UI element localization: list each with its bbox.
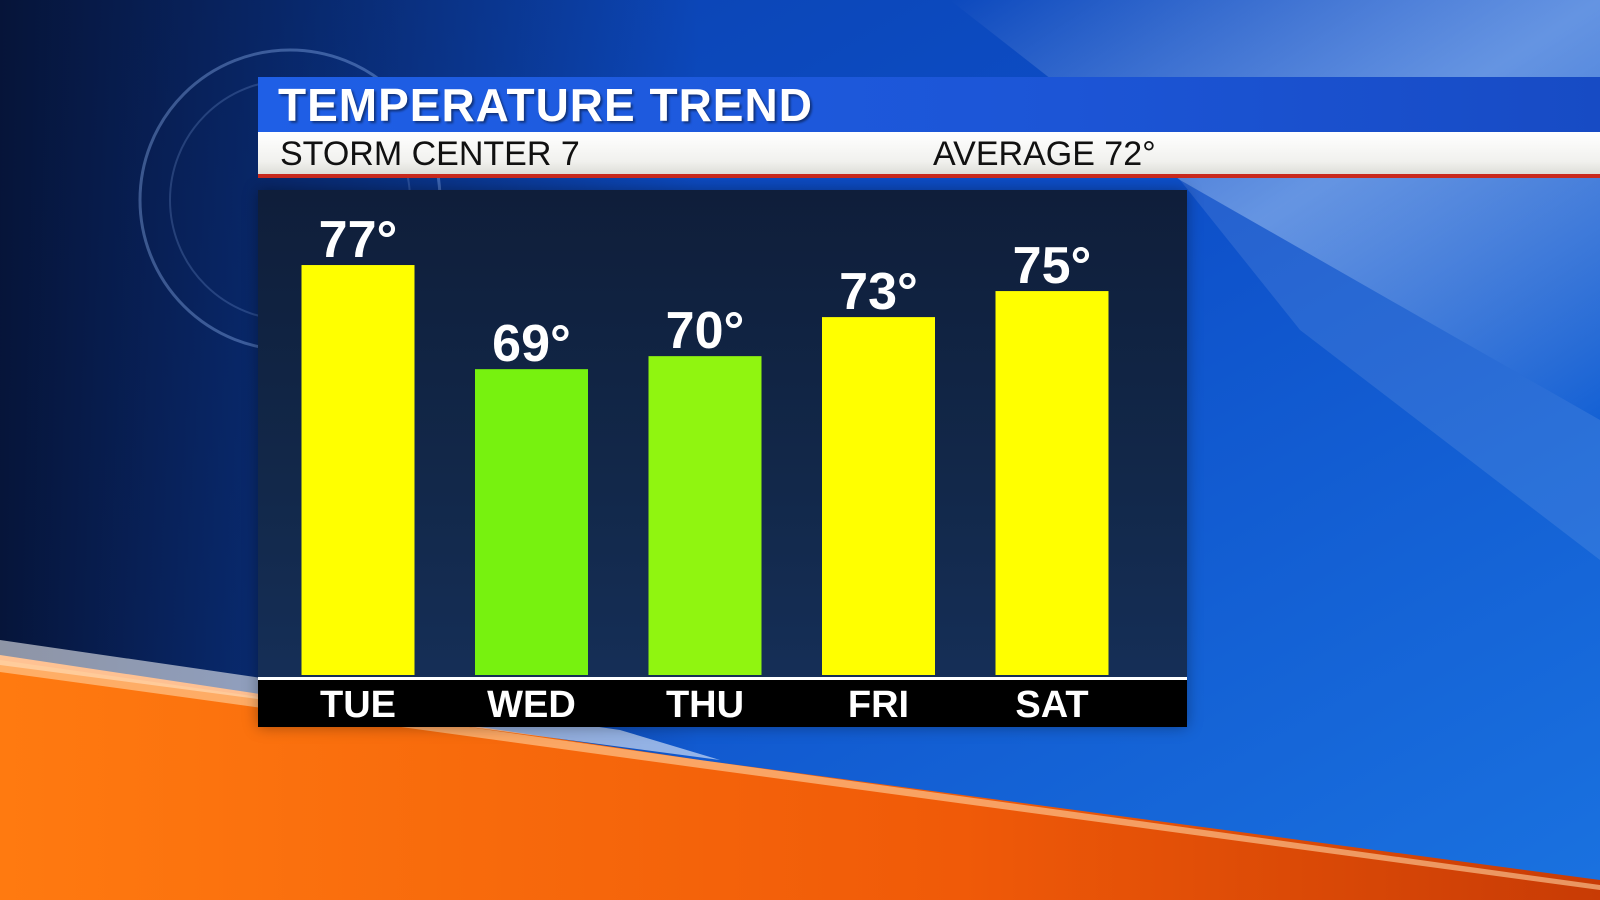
day-label-wed: WED: [487, 684, 576, 726]
chart-title: TEMPERATURE TREND: [278, 79, 813, 131]
day-label-fri: FRI: [848, 684, 909, 726]
bar-wed: [475, 369, 588, 675]
value-label-sat: 75°: [1013, 237, 1092, 295]
day-label-sat: SAT: [1015, 684, 1088, 726]
value-label-fri: 73°: [839, 263, 918, 321]
day-strip: [258, 680, 1187, 727]
chart-panel: 77° TUE 69° WED 70° THU 73° FRI 75° SAT: [258, 190, 1187, 727]
day-label-thu: THU: [666, 684, 744, 726]
baseline: [258, 677, 1187, 680]
day-label-tue: TUE: [320, 684, 396, 726]
average-temperature: AVERAGE 72°: [933, 135, 1156, 173]
bar-thu: [648, 356, 762, 675]
station-name: STORM CENTER 7: [280, 135, 580, 173]
bar-sat: [995, 291, 1109, 675]
value-label-tue: 77°: [319, 211, 398, 269]
title-bar: TEMPERATURE TREND: [258, 77, 1600, 132]
subtitle-bar: STORM CENTER 7 AVERAGE 72°: [258, 132, 1600, 178]
value-label-thu: 70°: [666, 302, 745, 360]
bar-fri: [822, 317, 935, 675]
bar-chart: 77° TUE 69° WED 70° THU 73° FRI 75° SAT: [258, 211, 1187, 727]
bar-tue: [301, 265, 415, 675]
value-label-wed: 69°: [492, 315, 571, 373]
